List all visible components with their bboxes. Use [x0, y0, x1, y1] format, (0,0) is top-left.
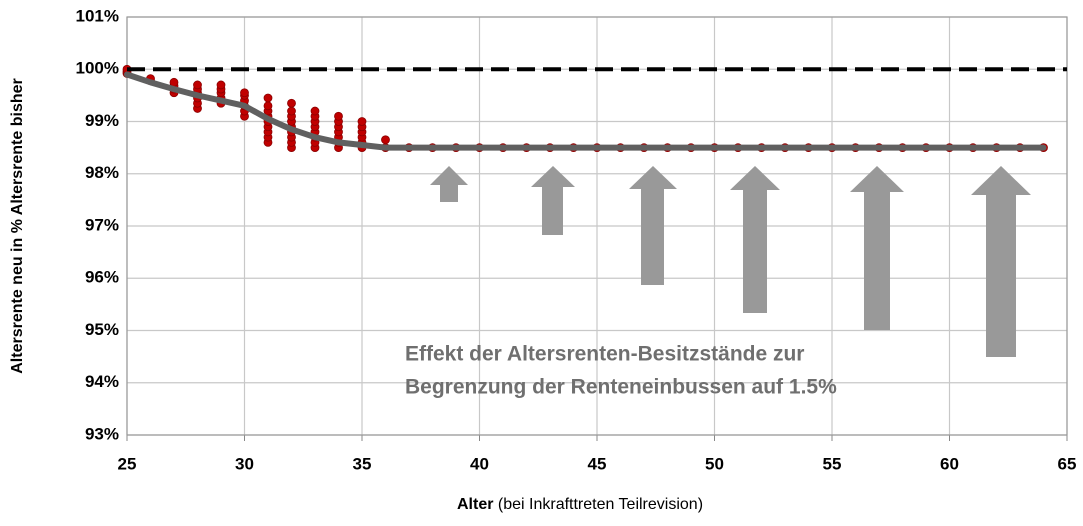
point: [240, 88, 249, 98]
x-tick-label: 65: [1058, 454, 1077, 473]
y-tick-label: 95%: [85, 320, 119, 339]
y-tick-label: 99%: [85, 111, 119, 130]
x-tick-label: 55: [823, 454, 842, 473]
point: [334, 111, 343, 121]
arrows: [430, 166, 1031, 357]
arrow: [629, 166, 677, 285]
y-tick-label: 101%: [76, 6, 119, 25]
x-tick-label: 35: [353, 454, 372, 473]
y-axis-label: Altersrente neu in % Altersrente bisher: [9, 78, 26, 374]
y-tick-label: 97%: [85, 215, 119, 234]
x-axis-label-bold: Alter: [457, 496, 493, 513]
point: [263, 101, 273, 111]
arrow: [971, 166, 1031, 357]
arrow: [531, 166, 575, 235]
point: [193, 80, 202, 90]
arrow: [850, 166, 904, 330]
y-tick-label: 93%: [85, 424, 119, 443]
point: [216, 80, 226, 90]
x-tick-label: 30: [235, 454, 254, 473]
annotation: Begrenzung der Renteneinbussen auf 1.5%: [405, 376, 837, 399]
y-tick-label: 96%: [85, 268, 119, 287]
point: [357, 117, 367, 126]
arrow: [730, 166, 780, 313]
x-tick-label: 45: [588, 454, 607, 473]
y-tick-label: 100%: [76, 59, 119, 78]
y-tick-label: 94%: [85, 372, 119, 391]
x-tick-label: 60: [940, 454, 959, 473]
point: [287, 98, 296, 108]
x-tick-label: 40: [470, 454, 489, 473]
arrow: [430, 166, 468, 202]
grid: [126, 16, 1068, 436]
x-axis-label-rest: (bei Inkrafttreten Teilrevision): [498, 496, 703, 513]
point: [381, 135, 390, 145]
x-tick-label: 50: [705, 454, 724, 473]
point: [287, 106, 296, 116]
line: [124, 71, 1047, 151]
x-axis-label: Alter (bei Inkrafttreten Teilrevision): [457, 496, 703, 513]
point: [310, 106, 320, 116]
point: [263, 93, 273, 103]
y-tick-label: 98%: [85, 163, 119, 182]
plot-border: [126, 16, 1068, 436]
point: [169, 77, 179, 87]
x-tick-label: 25: [118, 454, 137, 473]
annotation: Effekt der Altersrenten-Besitzstände zur: [405, 343, 804, 366]
